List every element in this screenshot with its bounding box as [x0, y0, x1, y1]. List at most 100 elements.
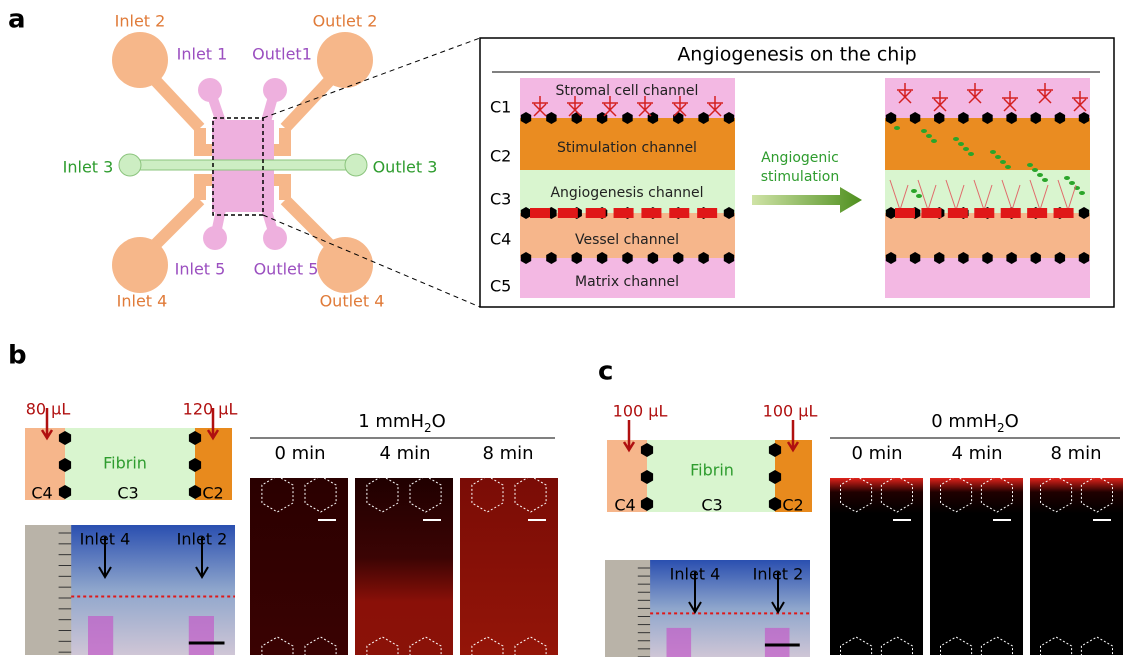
arrow-text: stimulation	[761, 169, 839, 185]
port	[317, 32, 373, 88]
gel-label: Fibrin	[690, 461, 734, 480]
factor	[963, 147, 969, 151]
factor	[953, 137, 959, 141]
pressure-label: 0 mmH2O	[931, 411, 1019, 435]
channel-label: C2	[202, 484, 223, 503]
endothelial-cell	[921, 208, 941, 218]
channel	[155, 200, 200, 245]
endothelial-cell	[614, 208, 634, 218]
factor	[990, 150, 996, 154]
photo-label: Inlet 4	[80, 530, 131, 549]
port-label: Inlet 2	[115, 12, 166, 31]
endothelial-cell	[1001, 208, 1021, 218]
photo-label: Inlet 2	[177, 530, 228, 549]
channel	[285, 200, 330, 245]
port-label: Inlet 4	[117, 292, 168, 311]
factor	[1042, 178, 1048, 182]
inset-title: Angiogenesis on the chip	[677, 44, 916, 66]
factor	[995, 155, 1001, 159]
row-label: C2	[490, 147, 511, 166]
channel-label: C4	[614, 496, 635, 515]
time-label: 0 min	[274, 443, 325, 464]
endothelial-cell	[558, 208, 578, 218]
channel-band	[885, 118, 1090, 170]
port-label: Inlet 1	[177, 45, 228, 64]
pressure-text: O	[432, 411, 446, 432]
port-label: Inlet 5	[175, 260, 226, 279]
channel-label: Stromal cell channel	[556, 83, 699, 99]
endothelial-cell	[641, 208, 661, 218]
factor	[1027, 163, 1033, 167]
factor	[1064, 176, 1070, 180]
port	[119, 154, 141, 176]
port	[198, 78, 222, 102]
endothelial-cell	[697, 208, 717, 218]
endothelial-cell	[530, 208, 550, 218]
channel	[285, 80, 330, 128]
channel-label: C2	[782, 496, 803, 515]
pressure-text: 0 mmH	[931, 411, 997, 432]
stain	[189, 616, 214, 655]
port-label: Inlet 3	[63, 158, 114, 177]
endothelial-cell	[948, 208, 968, 218]
factor	[894, 126, 900, 130]
endothelial-cell	[1027, 208, 1047, 218]
factor	[958, 142, 964, 146]
channel	[155, 80, 200, 128]
row-label: C1	[490, 98, 511, 117]
channel-label: C3	[701, 496, 722, 515]
arrow	[624, 420, 634, 450]
channel-band	[885, 213, 1090, 258]
factor	[968, 152, 974, 156]
panel-label: a	[8, 5, 26, 35]
row-label: C4	[490, 230, 511, 249]
channel-label: Vessel channel	[575, 232, 679, 248]
endothelial-cell	[974, 208, 994, 218]
factor	[911, 189, 917, 193]
volume-label: 120 µL	[183, 400, 238, 419]
endothelial-cell	[669, 208, 689, 218]
port-label: Outlet 5	[254, 260, 319, 279]
port-label: Outlet1	[252, 45, 312, 64]
time-label: 4 min	[379, 443, 430, 464]
figure: a Inlet 2 Inlet 1 Outlet1 Outlet 2 Inlet…	[0, 0, 1123, 657]
stain	[88, 616, 113, 655]
arrow-text: Angiogenic	[761, 150, 839, 166]
gel-label: Fibrin	[103, 454, 147, 473]
endothelial-cell	[895, 208, 915, 218]
pressure-subscript: 2	[424, 421, 432, 435]
volume-label: 80 µL	[26, 400, 71, 419]
layout-shapes	[25, 32, 1123, 657]
panel-label: c	[598, 357, 613, 387]
time-label: 8 min	[482, 443, 533, 464]
factor	[1079, 191, 1085, 195]
port	[203, 226, 227, 250]
photo-label: Inlet 2	[753, 565, 804, 584]
row-label: C3	[490, 190, 511, 209]
port-label: Outlet 4	[320, 292, 385, 311]
volume-label: 100 µL	[763, 402, 818, 421]
photo-label: Inlet 4	[670, 565, 721, 584]
panel-label: b	[8, 341, 27, 371]
time-label: 8 min	[1050, 443, 1101, 464]
factor	[926, 134, 932, 138]
channel-label: Stimulation channel	[557, 140, 697, 156]
port	[112, 237, 168, 293]
channel-label: Matrix channel	[575, 274, 679, 290]
channel-label: C3	[117, 484, 138, 503]
endothelial-cell	[586, 208, 606, 218]
stain	[765, 628, 790, 657]
factor	[921, 129, 927, 133]
port-label: Outlet 3	[373, 158, 438, 177]
port	[317, 237, 373, 293]
port	[112, 32, 168, 88]
endothelial-cell	[1054, 208, 1074, 218]
pressure-text: 1 mmH	[358, 411, 424, 432]
pressure-text: O	[1005, 411, 1019, 432]
arrow	[752, 187, 862, 213]
factor	[1005, 165, 1011, 169]
page: a Inlet 2 Inlet 1 Outlet1 Outlet 2 Inlet…	[0, 0, 1123, 657]
pressure-subscript: 2	[997, 421, 1005, 435]
row-label: C5	[490, 277, 511, 296]
port-label: Outlet 2	[313, 12, 378, 31]
